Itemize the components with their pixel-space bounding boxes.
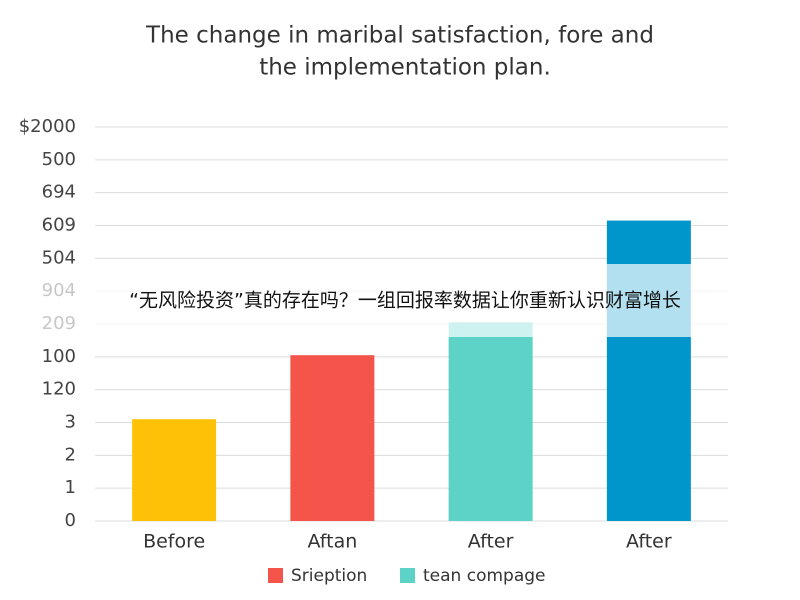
bar bbox=[132, 419, 217, 521]
legend-label: Srieption bbox=[291, 566, 367, 586]
chart-title: The change in maribal satisfaction, fore… bbox=[145, 23, 654, 49]
x-tick-label: After bbox=[468, 531, 514, 553]
y-tick-label: 120 bbox=[42, 379, 76, 400]
y-tick-label: 609 bbox=[42, 215, 76, 236]
legend-swatch bbox=[268, 568, 283, 583]
overlay-band bbox=[0, 264, 800, 337]
overlay-caption: “无风险投资”真的存在吗？一组回报率数据让你重新认识财富增长 bbox=[129, 290, 681, 312]
y-tick-label: 100 bbox=[42, 346, 76, 367]
legend-swatch bbox=[400, 568, 415, 583]
plot-area: 0123120100209904504609694500$2000BeforeA… bbox=[19, 116, 728, 586]
x-tick-label: After bbox=[626, 531, 672, 553]
y-tick-label: 3 bbox=[65, 412, 76, 433]
chart-title: the implementation plan. bbox=[259, 55, 551, 81]
bar bbox=[448, 322, 533, 521]
x-tick-label: Before bbox=[143, 531, 205, 553]
y-tick-label: 500 bbox=[42, 149, 76, 170]
y-tick-label: $2000 bbox=[19, 116, 76, 137]
y-tick-label: 2 bbox=[65, 444, 76, 465]
x-tick-label: Aftan bbox=[307, 531, 357, 553]
y-tick-label: 1 bbox=[65, 477, 76, 498]
y-tick-label: 504 bbox=[42, 247, 76, 268]
y-tick-label: 0 bbox=[65, 510, 76, 531]
bar bbox=[290, 355, 375, 521]
y-tick-label: 694 bbox=[42, 182, 76, 203]
legend-label: tean compage bbox=[423, 566, 546, 586]
